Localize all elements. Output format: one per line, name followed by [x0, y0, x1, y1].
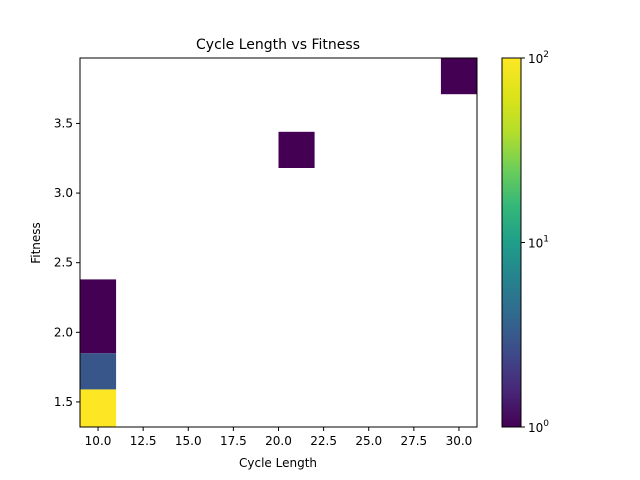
- y-tick-label: 2.5: [54, 256, 73, 270]
- y-tick-label: 3.0: [54, 186, 73, 200]
- colorbar-tick-exponent: 0: [543, 419, 549, 429]
- heatmap-cells: [80, 58, 477, 427]
- colorbar-tick-exponent: 2: [543, 50, 549, 60]
- colorbar-tick-label: 100: [528, 419, 549, 435]
- x-tick-label: 15.0: [175, 434, 202, 448]
- y-axis-label: Fitness: [29, 222, 43, 264]
- chart-title: Cycle Length vs Fitness: [196, 37, 360, 53]
- heatmap-cell: [80, 389, 117, 427]
- colorbar-tick-base: 10: [528, 237, 543, 251]
- x-tick-label: 27.5: [400, 434, 427, 448]
- colorbar: [501, 57, 522, 428]
- x-axis-ticks: 10.0 12.5 15.0 17.5 20.0 22.5 25.0 27.5 30.0: [85, 427, 473, 448]
- heatmap-cell: [440, 58, 477, 95]
- x-tick-label: 22.5: [310, 434, 337, 448]
- colorbar-tick-exponent: 1: [543, 235, 549, 245]
- colorbar-tick-base: 10: [528, 52, 543, 66]
- colorbar-tick-label: 101: [528, 235, 549, 251]
- plot-frame: [79, 57, 478, 428]
- y-axis-ticks: 1.5 2.0 2.5 3.0 3.5: [54, 116, 80, 409]
- y-tick-label: 1.5: [54, 395, 73, 409]
- y-tick-label: 2.0: [54, 325, 73, 339]
- x-tick-label: 30.0: [446, 434, 473, 448]
- x-tick-label: 25.0: [355, 434, 382, 448]
- x-tick-label: 10.0: [85, 434, 112, 448]
- colorbar-tick-base: 10: [528, 421, 543, 435]
- heatmap-cell: [80, 279, 117, 354]
- heatmap-cell: [278, 131, 315, 169]
- x-axis-label: Cycle Length: [239, 456, 317, 470]
- colorbar-tick-label: 102: [528, 50, 549, 66]
- y-tick-label: 3.5: [54, 116, 73, 130]
- x-tick-label: 12.5: [130, 434, 157, 448]
- x-tick-label: 20.0: [265, 434, 292, 448]
- x-tick-label: 17.5: [220, 434, 247, 448]
- heatmap-cell: [80, 353, 117, 390]
